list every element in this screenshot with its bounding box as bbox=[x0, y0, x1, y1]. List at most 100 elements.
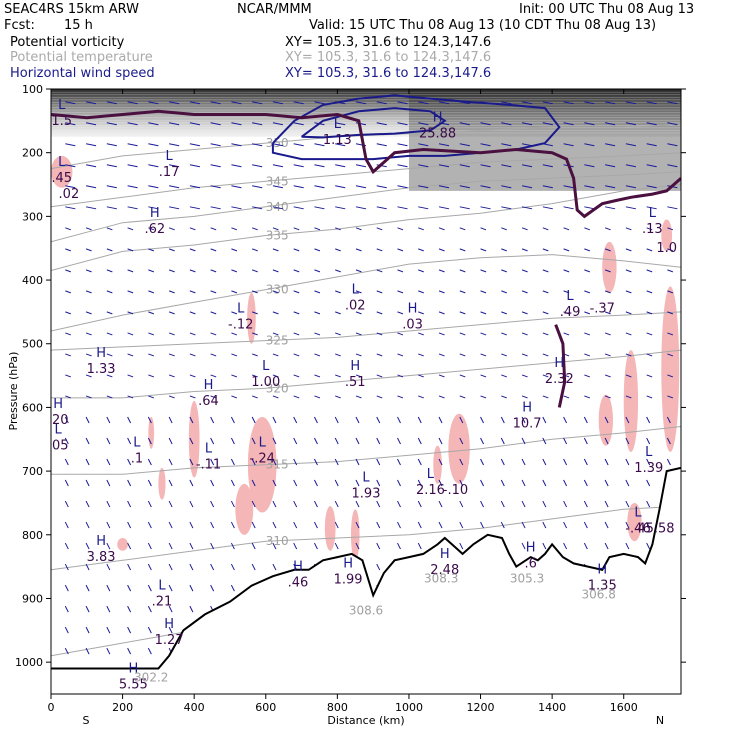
wind-vector bbox=[168, 290, 175, 294]
wind-vector bbox=[231, 248, 238, 252]
wind-vector bbox=[418, 143, 429, 147]
wind-vector bbox=[604, 542, 609, 550]
wind-vector bbox=[106, 521, 111, 529]
extremum-marker: H bbox=[343, 556, 353, 571]
wind-vector bbox=[397, 374, 404, 378]
wind-vector bbox=[521, 311, 528, 315]
wind-vector bbox=[168, 248, 175, 252]
wind-vector bbox=[210, 269, 217, 273]
x-tick-label: 1200 bbox=[467, 701, 495, 714]
theta-contour-label: 330 bbox=[266, 283, 289, 297]
extremum-marker: H bbox=[204, 378, 214, 393]
wind-vector bbox=[480, 269, 487, 273]
wind-vector bbox=[127, 332, 134, 336]
wind-vector bbox=[147, 416, 152, 424]
wind-vector bbox=[314, 416, 318, 424]
wind-vector bbox=[210, 206, 221, 210]
extremum-value: 3.83 bbox=[87, 550, 116, 565]
wind-vector bbox=[231, 290, 238, 294]
wind-vector bbox=[459, 353, 466, 357]
extremum-value: 1.39 bbox=[634, 461, 663, 476]
wind-vector bbox=[646, 332, 653, 336]
wind-vector bbox=[646, 248, 653, 252]
wind-vector bbox=[147, 563, 152, 571]
wind-vector bbox=[65, 143, 76, 147]
field-wind-name: Horizontal wind speed bbox=[10, 66, 155, 81]
wind-vector bbox=[106, 164, 117, 168]
wind-vector bbox=[148, 395, 155, 399]
wind-vector bbox=[584, 185, 595, 189]
surface-theta-label: 305.3 bbox=[510, 572, 544, 586]
wind-vector bbox=[293, 395, 300, 399]
wind-vector bbox=[605, 185, 616, 189]
wind-vector bbox=[189, 479, 194, 487]
wind-vector bbox=[293, 437, 298, 445]
wind-vector bbox=[148, 290, 155, 294]
surface-theta-label: 308.3 bbox=[424, 572, 458, 586]
wind-vector bbox=[293, 542, 298, 550]
wind-vector bbox=[251, 311, 258, 315]
wind-vector bbox=[189, 374, 196, 378]
wind-vector bbox=[355, 101, 367, 105]
negative-pv-region bbox=[324, 506, 336, 551]
wind-vector bbox=[169, 122, 180, 126]
wind-vector bbox=[667, 290, 674, 294]
wind-vector bbox=[397, 185, 408, 189]
wind-vector bbox=[335, 395, 341, 399]
wind-vector bbox=[230, 416, 235, 424]
wind-vector bbox=[438, 437, 443, 445]
wind-vector bbox=[189, 248, 196, 252]
wind-vector bbox=[625, 542, 630, 550]
negative-pv-region bbox=[158, 467, 166, 500]
wind-vector bbox=[106, 269, 113, 273]
extremum-value: 2.48 bbox=[430, 563, 459, 578]
wind-speed-contour bbox=[301, 107, 447, 139]
wind-vector bbox=[334, 416, 339, 424]
init-time: Init: 00 UTC Thu 08 Aug 13 bbox=[519, 2, 695, 17]
wind-vector bbox=[625, 311, 632, 315]
wind-vector bbox=[542, 311, 549, 315]
wind-vector bbox=[210, 101, 221, 105]
wind-vector bbox=[438, 332, 445, 336]
x-tick-label: 200 bbox=[112, 701, 133, 714]
extremum-marker: H bbox=[408, 302, 418, 317]
terrain-profile bbox=[51, 466, 681, 670]
wind-vector bbox=[147, 605, 152, 613]
wind-vector bbox=[168, 542, 173, 550]
wind-vector bbox=[148, 101, 159, 105]
x-axis-label: Distance (km) bbox=[327, 714, 404, 727]
wind-vector bbox=[646, 353, 653, 357]
wind-vector bbox=[293, 332, 300, 336]
extremum-value: -.24 bbox=[250, 451, 275, 466]
wind-vector bbox=[314, 101, 325, 105]
wind-vector bbox=[106, 647, 111, 655]
wind-vector bbox=[438, 227, 445, 231]
wind-vector bbox=[625, 185, 636, 189]
wind-vector bbox=[314, 185, 325, 189]
wind-vector bbox=[148, 269, 155, 273]
wind-vector bbox=[272, 227, 279, 231]
negative-pv-region bbox=[661, 286, 680, 453]
wind-vector bbox=[106, 416, 111, 424]
wind-vector bbox=[314, 353, 321, 357]
wind-vector bbox=[604, 269, 611, 273]
wind-vector bbox=[521, 227, 528, 231]
wind-vector bbox=[335, 122, 346, 126]
wind-vector bbox=[584, 269, 591, 273]
wind-vector bbox=[521, 458, 526, 466]
wind-vector bbox=[272, 500, 277, 508]
theta-contour-label: 335 bbox=[266, 228, 289, 242]
extremum-marker: L bbox=[166, 149, 174, 164]
wind-vector bbox=[272, 248, 279, 252]
wind-vector bbox=[106, 626, 111, 634]
wind-vector bbox=[563, 122, 574, 126]
extremum-marker: L bbox=[237, 302, 245, 317]
wind-vector bbox=[397, 353, 404, 357]
wind-vector bbox=[604, 521, 609, 529]
wind-vector bbox=[376, 395, 383, 399]
wind-vector bbox=[355, 395, 362, 399]
wind-vector bbox=[85, 479, 90, 487]
wind-vector bbox=[625, 290, 632, 294]
wind-vector bbox=[106, 332, 113, 336]
wind-vector bbox=[397, 437, 401, 445]
